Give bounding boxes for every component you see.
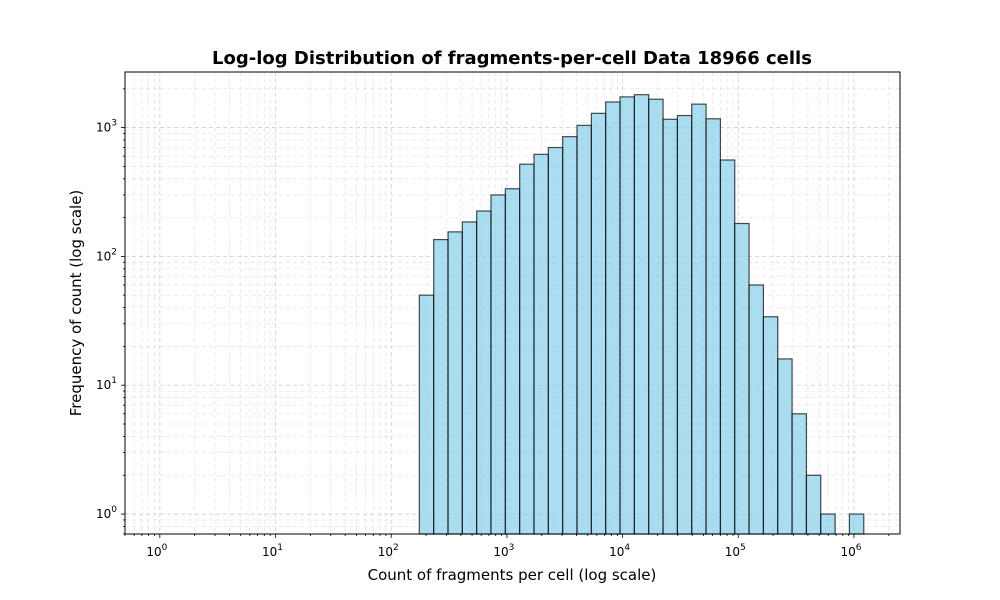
x-tick-exponent: 2 (393, 543, 399, 553)
x-tick-exponent: 5 (740, 543, 746, 553)
plot-frame (124, 71, 901, 535)
histogram-bar (490, 194, 506, 535)
histogram-bar (791, 413, 808, 535)
histogram-bar (633, 94, 650, 535)
x-tick-exponent: 6 (856, 543, 862, 553)
histogram-bar (533, 153, 549, 535)
x-tick-label: 104 (609, 543, 630, 559)
histogram-bar (418, 294, 435, 535)
y-tick-label: 100 (96, 505, 117, 521)
histogram-bar (562, 136, 578, 535)
histogram-bar (676, 114, 693, 535)
x-tick-label: 102 (378, 543, 399, 559)
histogram-bar (705, 118, 722, 535)
y-tick-exponent: 1 (111, 376, 117, 386)
x-tick-label: 106 (840, 543, 861, 559)
y-axis-label: Frequency of count (log scale) (67, 190, 85, 417)
y-tick-label: 102 (96, 247, 117, 263)
histogram-bar (519, 163, 535, 535)
histogram-bar (762, 316, 779, 535)
histogram-bar (748, 284, 765, 535)
x-tick-label: 103 (493, 543, 514, 559)
histogram-bar (662, 118, 679, 535)
histogram-bar (447, 231, 463, 535)
y-tick-exponent: 0 (111, 505, 117, 515)
histogram-bar (547, 146, 564, 535)
x-tick-exponent: 0 (162, 543, 168, 553)
x-tick-exponent: 4 (624, 543, 630, 553)
bars (418, 94, 865, 535)
histogram-bar (476, 210, 492, 535)
histogram-bar (461, 221, 478, 535)
x-axis-ticks: 100 101 102 103 104 105 106 (124, 534, 890, 559)
histogram-bar (734, 222, 750, 535)
x-tick-label: 105 (725, 543, 746, 559)
histogram-bar (777, 358, 793, 535)
x-tick-label: 101 (262, 543, 283, 559)
histogram-bar (619, 96, 635, 535)
histogram-bar (805, 474, 822, 535)
y-tick-exponent: 2 (111, 247, 117, 257)
y-tick-label: 103 (96, 119, 117, 135)
histogram-bar (820, 513, 836, 535)
chart-title: Log-log Distribution of fragments-per-ce… (212, 48, 812, 69)
histogram-bar (691, 103, 707, 535)
histogram-bar (433, 239, 449, 535)
histogram-bar (576, 124, 592, 535)
histogram-bar (848, 513, 865, 535)
x-tick-exponent: 1 (277, 543, 283, 553)
histogram-bar (648, 98, 664, 535)
x-axis-label: Count of fragments per cell (log scale) (368, 566, 657, 584)
y-tick-label: 101 (96, 376, 117, 392)
histogram-bar (719, 159, 736, 535)
histogram-bar (605, 101, 621, 535)
x-tick-exponent: 3 (509, 543, 515, 553)
histogram-bar (590, 112, 607, 535)
y-tick-exponent: 3 (111, 119, 117, 129)
histogram-bar (504, 188, 521, 535)
x-tick-label: 100 (146, 543, 167, 559)
